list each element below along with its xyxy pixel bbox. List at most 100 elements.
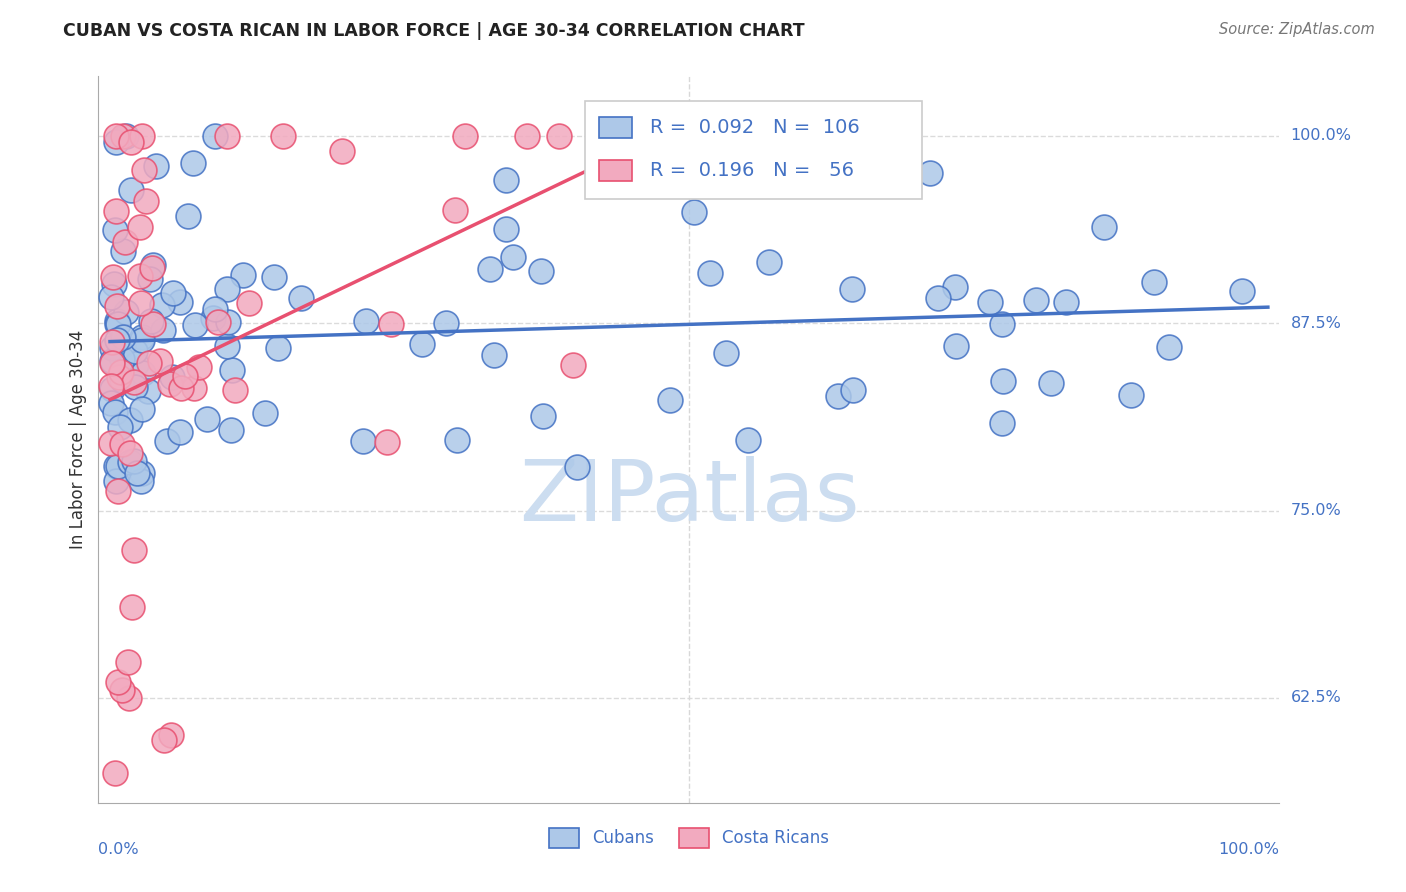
Point [160, 369, 183, 384]
Point [380, 317, 402, 331]
Point [131, 330, 153, 344]
Point [101, 354, 124, 368]
Point [105, 204, 128, 219]
Text: Source: ZipAtlas.com: Source: ZipAtlas.com [1219, 22, 1375, 37]
Point [1159, 341, 1181, 355]
Point [122, 543, 145, 558]
Point [479, 262, 502, 277]
Point [117, 655, 139, 669]
Point [699, 266, 721, 280]
Point [183, 156, 205, 170]
Point [101, 356, 124, 370]
Point [150, 298, 173, 312]
Point [111, 128, 134, 143]
Point [330, 144, 353, 158]
Point [827, 389, 849, 403]
Point [156, 434, 179, 448]
Point [215, 128, 238, 143]
Point [502, 250, 524, 264]
Point [111, 437, 134, 451]
Y-axis label: In Labor Force | Age 30-34: In Labor Force | Age 30-34 [69, 330, 87, 549]
Point [177, 209, 200, 223]
Point [105, 136, 128, 150]
Point [122, 453, 145, 467]
Point [169, 294, 191, 309]
Point [129, 474, 152, 488]
Point [920, 166, 942, 180]
Point [221, 363, 243, 377]
Point [352, 434, 374, 449]
Point [120, 135, 142, 149]
Point [101, 382, 124, 396]
Point [129, 269, 152, 284]
Point [217, 339, 239, 353]
Point [139, 313, 162, 327]
Point [221, 423, 243, 437]
Point [530, 264, 553, 278]
Point [111, 351, 134, 366]
Point [945, 339, 967, 353]
Point [142, 317, 165, 331]
Point [152, 323, 174, 337]
Text: 87.5%: 87.5% [1291, 316, 1341, 331]
Point [100, 396, 122, 410]
Point [118, 690, 141, 705]
Point [124, 379, 146, 393]
Point [758, 255, 780, 269]
Point [737, 433, 759, 447]
Point [495, 173, 517, 187]
Point [184, 318, 207, 332]
Point [159, 376, 181, 391]
Point [990, 317, 1012, 331]
Point [145, 159, 167, 173]
Text: 0.0%: 0.0% [98, 842, 139, 856]
Point [120, 413, 142, 427]
Point [149, 354, 172, 368]
Point [132, 162, 155, 177]
Point [1119, 388, 1142, 402]
Point [101, 269, 124, 284]
FancyBboxPatch shape [585, 102, 921, 200]
Point [991, 416, 1014, 430]
Point [183, 381, 205, 395]
Point [174, 368, 197, 383]
Point [120, 183, 142, 197]
Point [443, 202, 465, 217]
Point [169, 381, 191, 395]
Point [135, 194, 157, 208]
Point [271, 128, 294, 143]
Point [207, 315, 229, 329]
Point [105, 317, 128, 331]
Point [943, 280, 966, 294]
Point [121, 599, 143, 614]
Point [107, 484, 129, 499]
Point [204, 302, 226, 317]
Point [127, 466, 149, 480]
Point [118, 455, 141, 469]
Point [110, 420, 132, 434]
Point [411, 337, 433, 351]
Point [609, 128, 631, 143]
Point [111, 338, 134, 352]
Point [100, 436, 122, 450]
Point [266, 341, 288, 355]
Point [1025, 293, 1047, 307]
Point [434, 316, 457, 330]
Point [142, 258, 165, 272]
Point [979, 295, 1001, 310]
Bar [599, 161, 633, 180]
Point [169, 425, 191, 440]
Point [105, 128, 128, 143]
Point [516, 128, 538, 143]
Point [101, 334, 124, 349]
Point [124, 344, 146, 359]
Text: ZIPatlas: ZIPatlas [519, 456, 859, 539]
Text: 100.0%: 100.0% [1219, 842, 1279, 856]
Point [141, 260, 163, 275]
Point [204, 128, 226, 143]
Point [100, 290, 122, 304]
Point [454, 128, 477, 143]
Point [482, 348, 505, 362]
Point [354, 313, 377, 327]
Point [138, 356, 160, 370]
